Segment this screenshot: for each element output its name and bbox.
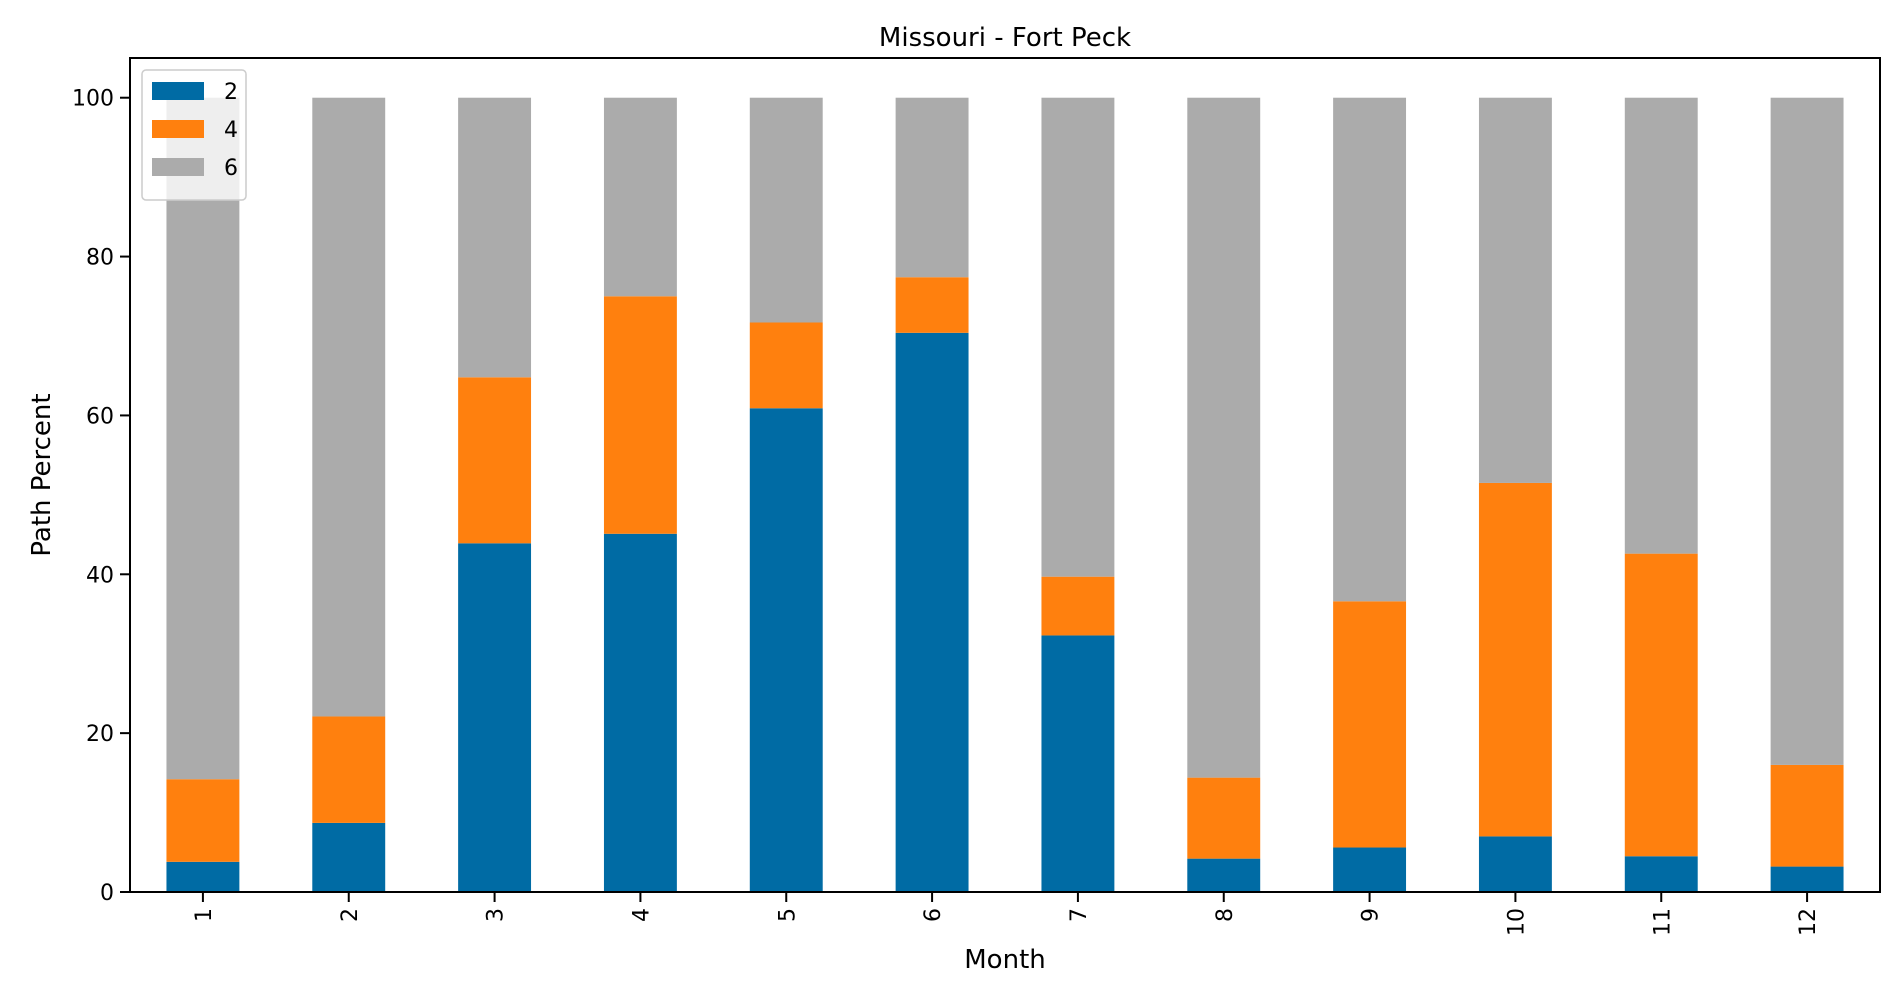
bar-series-6-month-9 <box>1333 97 1407 602</box>
x-tick-label: 10 <box>1504 908 1529 936</box>
bar-series-6-month-2 <box>312 97 386 717</box>
bar-series-4-month-12 <box>1770 764 1844 867</box>
bar-series-2-month-10 <box>1478 836 1552 892</box>
x-tick-label: 1 <box>192 908 217 922</box>
bar-series-6-month-7 <box>1041 97 1115 577</box>
bar-series-4-month-2 <box>312 716 386 823</box>
x-tick-label: 12 <box>1796 908 1821 936</box>
x-tick-label: 6 <box>921 908 946 922</box>
bar-series-2-month-12 <box>1770 866 1844 892</box>
y-ticks: 0 20 40 60 80 100 <box>72 87 130 906</box>
bar-series-4-month-9 <box>1333 601 1407 848</box>
bar-series-2-month-11 <box>1624 856 1698 892</box>
chart-title: Missouri - Fort Peck <box>879 23 1131 53</box>
y-tick-label: 40 <box>86 563 114 588</box>
x-tick-label: 9 <box>1359 908 1384 922</box>
y-tick-label: 80 <box>86 246 114 271</box>
y-tick-label: 20 <box>86 722 114 747</box>
legend: 2 4 6 <box>141 69 247 201</box>
bar-series-2-month-8 <box>1187 858 1261 892</box>
bar-series-6-month-1 <box>166 97 240 780</box>
bar-series-4-month-3 <box>458 377 532 544</box>
bars-layer <box>166 97 1844 892</box>
bar-series-2-month-9 <box>1333 847 1407 892</box>
legend-label-4: 4 <box>224 118 238 143</box>
bar-series-4-month-10 <box>1478 482 1552 837</box>
bar-series-4-month-11 <box>1624 553 1698 857</box>
y-tick-label: 100 <box>72 87 114 112</box>
bar-series-6-month-11 <box>1624 97 1698 554</box>
bar-series-6-month-4 <box>603 97 677 297</box>
bar-series-4-month-7 <box>1041 576 1115 636</box>
bar-series-6-month-5 <box>749 97 823 323</box>
legend-swatch-2 <box>152 82 204 100</box>
bar-series-2-month-2 <box>312 822 386 892</box>
x-tick-label: 5 <box>775 908 800 922</box>
x-ticks: 1 2 3 4 5 6 7 8 9 10 11 12 <box>192 892 1821 936</box>
bar-series-2-month-4 <box>603 533 677 892</box>
bar-series-2-month-5 <box>749 408 823 892</box>
legend-label-2: 2 <box>224 80 238 105</box>
legend-label-6: 6 <box>224 156 238 181</box>
x-tick-label: 7 <box>1067 908 1092 922</box>
bar-series-2-month-3 <box>458 543 532 892</box>
plot-frame <box>129 57 1881 893</box>
bar-series-6-month-12 <box>1770 97 1844 765</box>
bar-series-2-month-6 <box>895 332 969 892</box>
bar-series-2-month-7 <box>1041 635 1115 892</box>
bar-series-6-month-10 <box>1478 97 1552 483</box>
y-tick-label: 60 <box>86 404 114 429</box>
bar-series-2-month-1 <box>166 861 240 892</box>
legend-swatch-6 <box>152 158 204 176</box>
x-axis-label: Month <box>964 945 1046 975</box>
bar-series-4-month-8 <box>1187 777 1261 859</box>
bar-series-4-month-5 <box>749 322 823 409</box>
bar-series-6-month-6 <box>895 97 969 278</box>
x-tick-label: 11 <box>1650 908 1675 936</box>
x-tick-label: 8 <box>1213 908 1238 922</box>
axes-layer <box>129 57 1881 893</box>
x-tick-label: 3 <box>484 908 509 922</box>
y-axis-label: Path Percent <box>27 393 57 556</box>
bar-series-4-month-6 <box>895 277 969 333</box>
y-tick-label: 0 <box>100 881 114 906</box>
bar-series-6-month-8 <box>1187 97 1261 778</box>
x-tick-label: 2 <box>338 908 363 922</box>
legend-swatch-4 <box>152 120 204 138</box>
bar-series-4-month-4 <box>603 296 677 534</box>
x-tick-label: 4 <box>629 908 654 922</box>
bar-series-6-month-3 <box>458 97 532 378</box>
bar-series-4-month-1 <box>166 779 240 862</box>
